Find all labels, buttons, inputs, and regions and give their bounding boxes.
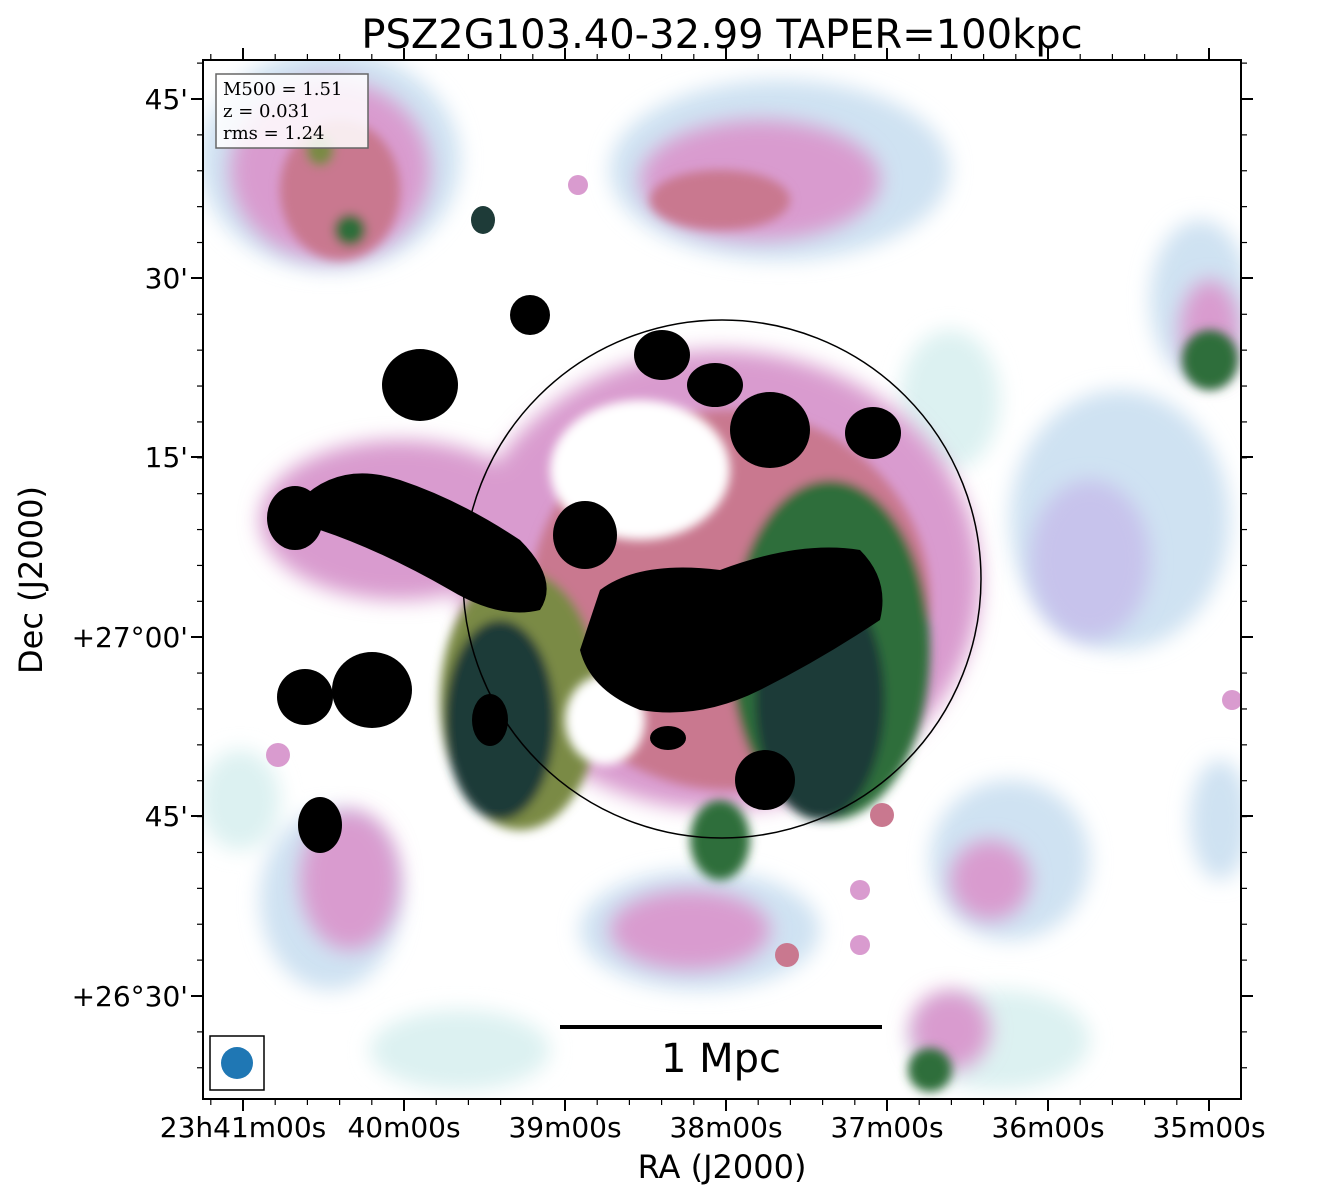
info-redshift: z = 0.031 (223, 101, 311, 122)
small-knots (266, 175, 1241, 967)
dec-tick-label: 45' (145, 83, 188, 116)
ra-tick-label: 39m00s (508, 1111, 621, 1144)
dec-tick-labels: 45' 30' 15' +27°00' 45' +26°30' (72, 83, 188, 1013)
info-rms: rms = 1.24 (223, 123, 325, 144)
ra-tick-label: 36m00s (991, 1111, 1104, 1144)
ra-tick-label: 23h41m00s (160, 1111, 327, 1144)
figure-title: PSZ2G103.40-32.99 TAPER=100kpc (361, 12, 1082, 58)
dec-tick-label: 45' (145, 800, 188, 833)
ra-tick-label: 35m00s (1152, 1111, 1265, 1144)
dec-tick-label: 30' (145, 262, 188, 295)
radio-emission-image: 1 Mpc M500 = 1.51 z = 0.031 rms = 1.24 (203, 60, 1241, 1099)
compact-sources (267, 206, 901, 853)
axis-ticks (191, 48, 1253, 1111)
info-m500: M500 = 1.51 (223, 79, 342, 100)
plot-frame (202, 59, 1242, 1100)
dec-tick-label: +27°00' (72, 621, 188, 654)
dec-tick-label: 15' (145, 441, 188, 474)
x-axis-label: RA (J2000) (638, 1148, 807, 1186)
ra-tick-label: 37m00s (830, 1111, 943, 1144)
ra-tick-labels: 23h41m00s 40m00s 39m00s 38m00s 37m00s 36m00s 3… (160, 1111, 1266, 1144)
ra-tick-label: 38m00s (669, 1111, 782, 1144)
ra-tick-label: 40m00s (347, 1111, 460, 1144)
beam-ellipse (221, 1047, 253, 1079)
info-box (215, 73, 369, 149)
r500-circle (462, 319, 982, 839)
dec-tick-label: +26°30' (72, 980, 188, 1013)
scale-bar-label: 1 Mpc (661, 1036, 781, 1082)
y-axis-label: Dec (J2000) (12, 486, 50, 674)
